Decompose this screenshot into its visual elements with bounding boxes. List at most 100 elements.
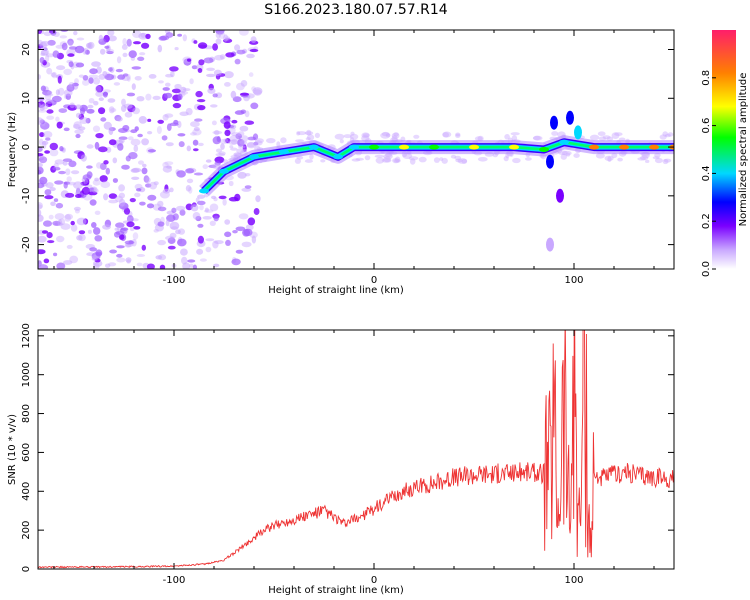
noise-speckle	[121, 44, 128, 50]
halo-speckle	[492, 153, 498, 158]
noise-speckle	[178, 91, 189, 95]
noise-speckle	[55, 116, 60, 122]
halo-speckle	[408, 156, 419, 161]
noise-speckle	[40, 85, 47, 92]
noise-speckle	[93, 227, 101, 235]
halo-speckle	[602, 135, 611, 140]
halo-speckle	[381, 131, 390, 137]
noise-speckle	[89, 199, 97, 206]
halo-speckle	[392, 158, 400, 164]
noise-speckle	[106, 50, 114, 55]
noise-speckle	[185, 107, 193, 116]
noise-speckle	[214, 54, 225, 61]
halo-speckle	[597, 131, 606, 136]
noise-speckle	[82, 79, 90, 86]
halo-speckle	[654, 157, 663, 164]
noise-speckle	[177, 93, 183, 101]
noise-speckle	[67, 181, 76, 186]
noise-speckle	[117, 143, 124, 151]
noise-speckle	[39, 119, 45, 125]
x-axis-label: Height of straight line (km)	[268, 285, 404, 296]
noise-speckle	[244, 173, 251, 177]
noise-speckle	[130, 138, 141, 146]
noise-speckle	[68, 61, 74, 68]
noise-speckle	[38, 153, 44, 157]
halo-speckle	[433, 157, 440, 163]
halo-speckle	[618, 137, 626, 141]
noise-speckle	[118, 184, 125, 192]
noise-speckle	[205, 238, 215, 242]
halo-speckle	[215, 153, 226, 157]
ridge-point	[333, 154, 343, 160]
noise-speckle	[158, 80, 164, 84]
halo-speckle	[266, 138, 276, 144]
noise-speckle	[44, 189, 52, 196]
noise-speckle	[193, 148, 199, 152]
noise-speckle	[38, 146, 43, 152]
noise-speckle	[228, 180, 234, 187]
noise-speckle	[107, 98, 116, 103]
noise-speckle	[75, 133, 81, 139]
noise-speckle	[44, 98, 55, 104]
halo-speckle	[237, 145, 246, 149]
noise-speckle	[205, 246, 212, 253]
noise-speckle	[93, 260, 103, 267]
noise-speckle	[185, 185, 192, 192]
noise-speckle	[57, 75, 62, 84]
noise-speckle	[157, 44, 163, 53]
noise-speckle	[75, 104, 82, 110]
halo-speckle	[454, 155, 462, 161]
noise-speckle	[102, 71, 108, 77]
halo-speckle	[385, 133, 391, 138]
halo-speckle	[391, 132, 400, 139]
noise-speckle	[213, 215, 219, 222]
noise-speckle	[225, 239, 231, 246]
noise-speckle	[164, 113, 174, 118]
noise-speckle	[102, 224, 111, 230]
noise-speckle	[134, 183, 143, 190]
noise-speckle	[165, 82, 171, 87]
noise-speckle	[54, 180, 64, 185]
noise-speckle	[58, 170, 66, 175]
noise-speckle	[145, 183, 152, 188]
noise-speckle	[114, 227, 120, 231]
x-axis-label: Height of straight line (km)	[268, 585, 404, 596]
noise-speckle	[181, 256, 188, 265]
noise-speckle	[65, 168, 71, 176]
noise-speckle	[171, 88, 181, 94]
noise-speckle	[119, 198, 126, 207]
noise-speckle	[45, 101, 53, 107]
ridge-point	[619, 144, 629, 150]
halo-speckle	[413, 134, 420, 139]
noise-speckle	[223, 34, 229, 42]
noise-speckle	[180, 248, 188, 256]
noise-speckle	[159, 35, 170, 41]
noise-speckle	[190, 132, 197, 136]
colorbar-tick-label: 0.2	[701, 213, 712, 229]
noise-speckle	[38, 249, 46, 255]
halo-speckle	[351, 158, 361, 162]
halo-speckle	[305, 137, 311, 141]
halo-speckle	[402, 152, 413, 159]
noise-speckle	[89, 68, 98, 75]
noise-speckle	[38, 74, 42, 80]
noise-speckle	[74, 208, 80, 214]
halo-speckle	[241, 148, 248, 153]
noise-speckle	[130, 129, 138, 134]
halo-speckle	[339, 139, 344, 144]
noise-speckle	[130, 227, 135, 232]
halo-speckle	[640, 155, 649, 161]
noise-speckle	[88, 191, 98, 196]
noise-speckle	[141, 167, 148, 175]
spectrogram-frame	[37, 29, 675, 270]
noise-speckle	[199, 204, 204, 211]
noise-speckle	[239, 92, 250, 96]
noise-speckle	[108, 139, 117, 146]
noise-speckle	[45, 182, 54, 189]
noise-speckle	[172, 102, 182, 109]
noise-speckle	[162, 188, 171, 194]
y-tick-label: 0	[21, 144, 32, 150]
colorbar: 0.0 0.2 0.4 0.6 0.8 Normalized spectral ampli…	[701, 30, 749, 277]
noise-speckle	[182, 34, 187, 42]
halo-speckle	[393, 158, 401, 163]
